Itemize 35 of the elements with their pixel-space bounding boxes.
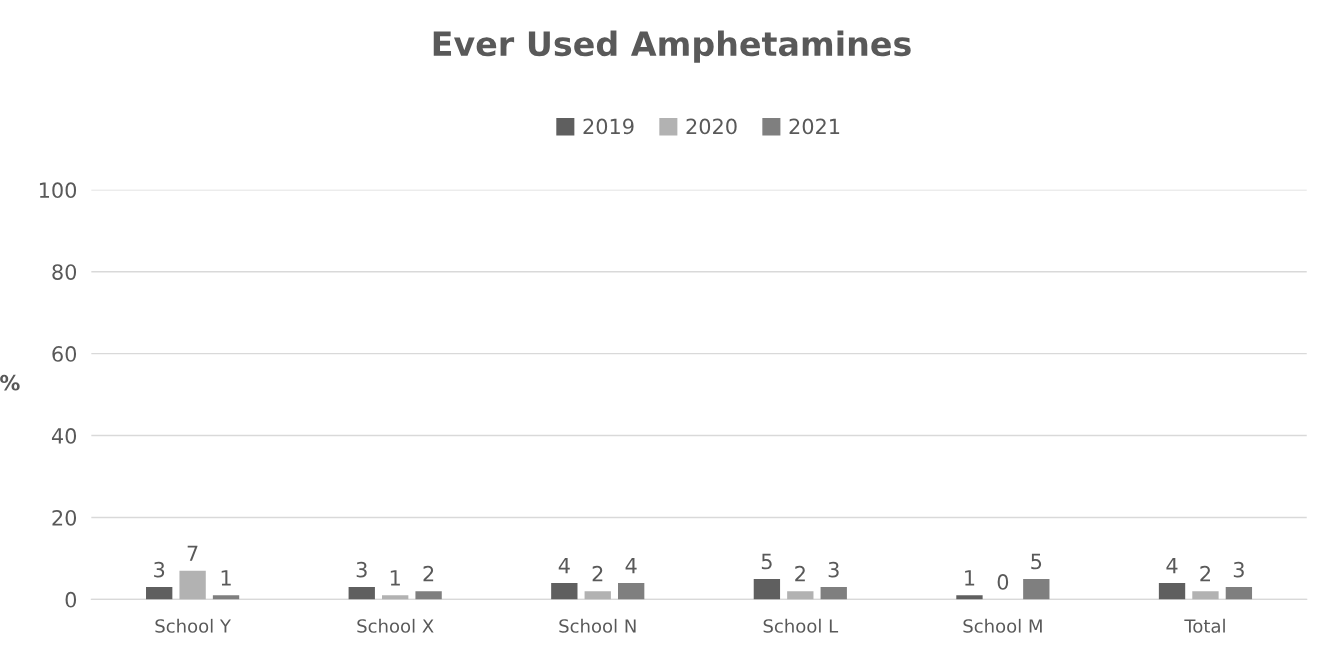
y-tick-label: 40 bbox=[51, 428, 77, 444]
y-tick-label: 80 bbox=[52, 264, 77, 280]
data-label: 2 bbox=[795, 565, 805, 582]
data-label: 1 bbox=[965, 570, 975, 586]
data-label: 1 bbox=[390, 570, 400, 586]
data-label: 7 bbox=[187, 545, 198, 561]
x-tick-label: School Y bbox=[155, 618, 231, 633]
data-label: 3 bbox=[356, 561, 367, 578]
data-label: 0 bbox=[997, 574, 1009, 590]
legend-label: 2020 bbox=[686, 118, 737, 135]
data-label: 5 bbox=[761, 553, 772, 570]
legend-label: 2019 bbox=[583, 118, 634, 135]
chart-title: Ever Used Amphetamines bbox=[433, 30, 911, 63]
data-label: 2 bbox=[423, 565, 434, 582]
data-label: 2 bbox=[1200, 565, 1210, 582]
data-label: 1 bbox=[221, 570, 231, 586]
x-tick-label: School X bbox=[357, 618, 434, 633]
data-label: 2 bbox=[592, 565, 603, 582]
legend-label: 2021 bbox=[789, 118, 840, 135]
x-tick-label: School M bbox=[963, 618, 1042, 633]
x-tick-label: School N bbox=[559, 618, 636, 633]
x-tick-label: Total bbox=[1184, 618, 1225, 633]
x-tick-label: School L bbox=[763, 618, 839, 633]
data-label: 3 bbox=[1233, 561, 1244, 578]
data-label: 3 bbox=[154, 561, 165, 578]
data-label: 4 bbox=[558, 557, 570, 574]
y-tick-label: 60 bbox=[52, 346, 77, 362]
data-label: 4 bbox=[625, 557, 637, 574]
data-label: 3 bbox=[828, 561, 839, 578]
data-label: 4 bbox=[1166, 557, 1178, 574]
y-axis-title: % bbox=[0, 374, 20, 391]
y-tick-label: 100 bbox=[39, 182, 77, 199]
data-label: 5 bbox=[1031, 553, 1042, 570]
y-tick-label: 0 bbox=[65, 591, 77, 608]
y-tick-label: 20 bbox=[52, 509, 77, 526]
